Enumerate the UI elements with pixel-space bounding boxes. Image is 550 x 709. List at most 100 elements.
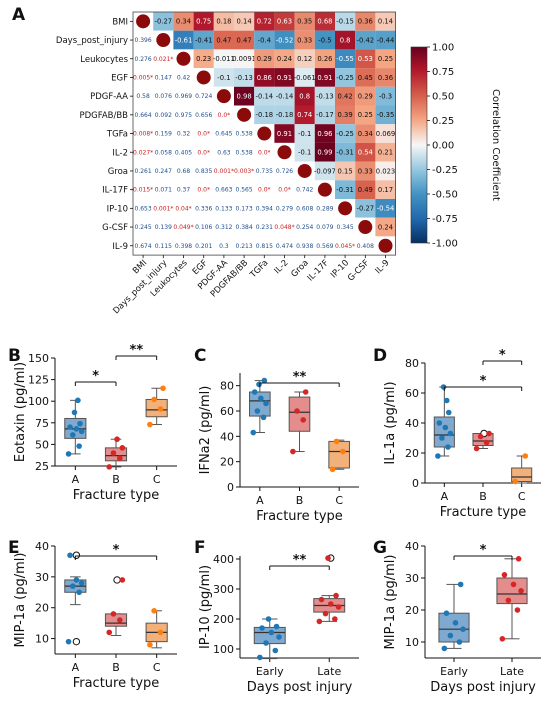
heatmap-value: -0.17 bbox=[316, 111, 334, 119]
heatmap-diag-dot bbox=[196, 70, 211, 85]
heatmap-cell bbox=[375, 12, 396, 31]
heatmap-cell bbox=[234, 49, 255, 69]
heatmap-pvalue: 0.139 bbox=[155, 224, 172, 231]
heatmap-cell bbox=[375, 86, 396, 106]
heatmap-value: -0.18 bbox=[256, 111, 274, 119]
data-point bbox=[290, 448, 296, 455]
data-point bbox=[333, 438, 340, 445]
y-tick-label: 10 bbox=[35, 633, 49, 646]
y-tick-label: 50 bbox=[35, 438, 49, 451]
heatmap-lower-cell bbox=[193, 199, 214, 218]
x-axis-label: Days post injury bbox=[430, 680, 536, 695]
heatmap-value: 0.36 bbox=[378, 74, 393, 82]
heatmap-value: -0.61 bbox=[175, 36, 193, 44]
heatmap-cell bbox=[335, 161, 356, 181]
panel-letter-f: F bbox=[194, 538, 206, 558]
x-tick-label: Late bbox=[500, 665, 524, 678]
heatmap-cell bbox=[335, 49, 356, 69]
heatmap-row-label: PDGF-AA bbox=[90, 92, 128, 102]
heatmap-value: -0.15 bbox=[336, 18, 354, 26]
heatmap-lower-cell bbox=[193, 161, 214, 181]
heatmap-cell bbox=[314, 30, 335, 50]
heatmap-diag-dot bbox=[338, 201, 353, 216]
heatmap-pvalue: 0.005* bbox=[133, 74, 153, 81]
colorbar-tick-label: -0.75 bbox=[432, 214, 458, 225]
heatmap-value: 0.91 bbox=[317, 74, 332, 82]
heatmap-value: 0.49 bbox=[358, 186, 373, 194]
heatmap-pvalue: 0.001* bbox=[153, 205, 173, 212]
x-tick-label: B bbox=[112, 473, 120, 486]
data-point bbox=[436, 420, 443, 426]
data-point bbox=[67, 424, 73, 430]
heatmap-value: 0.18 bbox=[216, 18, 231, 26]
heatmap-pvalue: 0.394 bbox=[256, 205, 273, 212]
heatmap-cell bbox=[375, 30, 396, 50]
heatmap-pvalue: 0.076 bbox=[155, 93, 172, 100]
y-tick-label: 40 bbox=[405, 417, 419, 430]
y-tick-label: 60 bbox=[405, 387, 419, 400]
heatmap-lower-cell bbox=[133, 217, 154, 237]
heatmap-value: 0.14 bbox=[237, 18, 252, 26]
heatmap-pvalue: 0.3 bbox=[219, 243, 229, 250]
heatmap-pvalue: 0.565 bbox=[236, 187, 253, 194]
heatmap-pvalue: 0.42 bbox=[177, 74, 191, 81]
heatmap-lower-cell bbox=[173, 86, 194, 106]
heatmap-lower-cell bbox=[153, 49, 174, 69]
heatmap-value: -0.14 bbox=[256, 92, 274, 100]
heatmap-lower-cell bbox=[133, 86, 154, 106]
y-tick-label: 20 bbox=[35, 602, 49, 615]
data-point bbox=[332, 616, 338, 622]
heatmap: -0.27 0.34 0.75 0.18 0.14 0.72 0.63 0.35 0.68 -0.… bbox=[56, 11, 501, 316]
y-tick-label: 40 bbox=[35, 540, 49, 553]
heatmap-value: 0.8 bbox=[299, 92, 310, 100]
heatmap-pvalue: 0.133 bbox=[215, 205, 232, 212]
data-point bbox=[65, 638, 72, 645]
heatmap-pvalue: 0.058 bbox=[155, 149, 172, 156]
heatmap-lower-cell bbox=[193, 105, 214, 125]
heatmap-value: 0.75 bbox=[196, 18, 211, 26]
data-point bbox=[435, 453, 441, 459]
heatmap-row-label: EGF bbox=[111, 73, 128, 83]
heatmap-lower-cell bbox=[335, 236, 356, 256]
data-point bbox=[69, 432, 76, 438]
y-tick-label: 75 bbox=[35, 417, 49, 430]
heatmap-pvalue: 0.408 bbox=[357, 243, 374, 250]
heatmap-cell bbox=[294, 124, 315, 143]
heatmap-lower-cell bbox=[133, 49, 154, 69]
heatmap-pvalue: 0.092 bbox=[155, 112, 172, 119]
heatmap-value: 0.24 bbox=[277, 55, 292, 63]
heatmap-value: 0.29 bbox=[358, 92, 373, 100]
heatmap-pvalue: 0.975 bbox=[175, 112, 192, 119]
heatmap-pvalue: 0.079 bbox=[316, 224, 333, 231]
boxplot-d: 0 20 40 60 80 A B C Fracture type IL-1a (pg/ml) * * bbox=[383, 348, 541, 520]
heatmap-lower-cell bbox=[173, 236, 194, 256]
y-tick-label: 10 bbox=[405, 636, 419, 649]
heatmap-cell bbox=[274, 105, 295, 125]
heatmap-lower-cell bbox=[213, 142, 234, 162]
heatmap-value: 0.17 bbox=[378, 186, 393, 194]
heatmap-pvalue: 0.656 bbox=[195, 112, 212, 119]
heatmap-lower-cell bbox=[173, 142, 194, 162]
data-point bbox=[117, 617, 123, 623]
heatmap-pvalue: 0.247 bbox=[155, 168, 172, 175]
heatmap-cell bbox=[335, 180, 356, 199]
heatmap-diag-dot bbox=[237, 107, 252, 122]
significance-label: * bbox=[113, 543, 120, 558]
heatmap-diag-dot bbox=[257, 126, 272, 141]
x-tick-label: C bbox=[335, 494, 343, 507]
heatmap-lower-cell bbox=[234, 236, 255, 256]
data-point bbox=[117, 455, 123, 462]
heatmap-value: 0.45 bbox=[358, 74, 373, 82]
heatmap-cell bbox=[355, 12, 376, 31]
significance-label: * bbox=[92, 369, 99, 384]
heatmap-pvalue: 0.159 bbox=[155, 131, 172, 138]
heatmap-pvalue: 0.68 bbox=[177, 168, 191, 175]
x-tick-label: B bbox=[112, 661, 120, 674]
heatmap-pvalue: 0.147 bbox=[155, 74, 172, 81]
heatmap-pvalue: 0.021* bbox=[153, 56, 173, 63]
boxplot-c: 0 20 40 60 80 A B C Fracture type IFNa2 (pg/ml) ** bbox=[198, 370, 359, 524]
heatmap-value: -0.55 bbox=[336, 55, 354, 63]
heatmap-cell bbox=[193, 49, 214, 69]
heatmap-pvalue: 0.04* bbox=[175, 205, 191, 212]
y-axis-label: IP-10 (pg/ml) bbox=[198, 565, 213, 649]
